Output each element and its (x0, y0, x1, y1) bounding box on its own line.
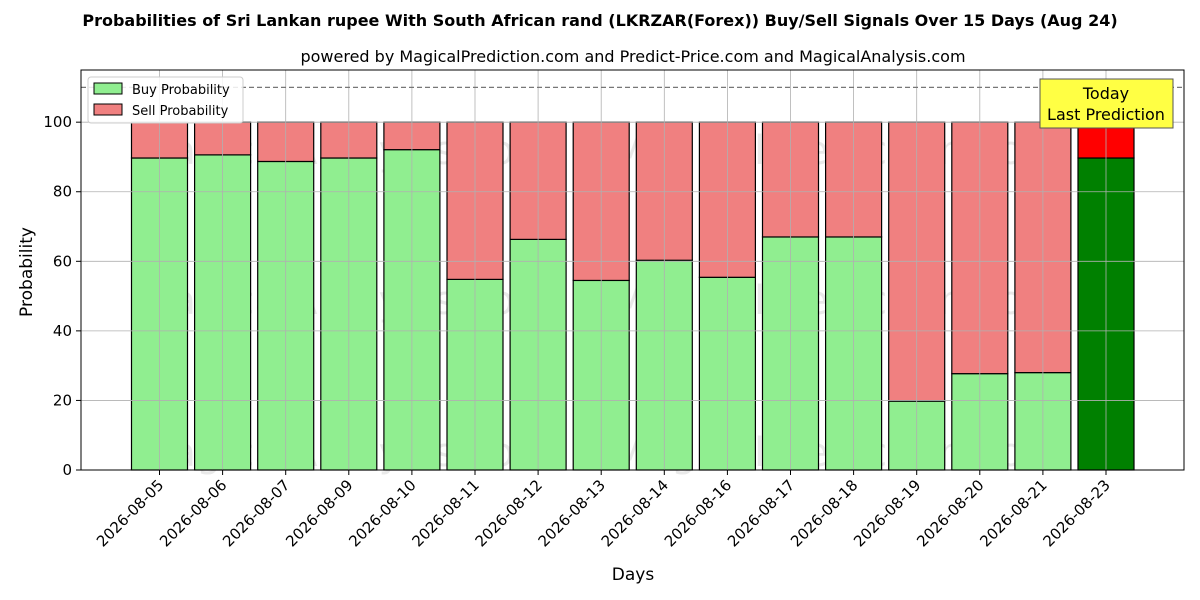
y-tick-label: 80 (53, 183, 72, 201)
y-tick-label: 0 (62, 461, 72, 479)
x-tick-label: 2026-08-21 (976, 476, 1050, 550)
y-tick-label: 100 (43, 113, 72, 131)
y-axis-label: Probability (17, 227, 37, 317)
x-tick-label: 2026-08-06 (156, 476, 230, 550)
x-axis-label: Days (612, 565, 655, 585)
x-tick-label: 2026-08-23 (1039, 476, 1113, 550)
y-tick-label: 60 (53, 252, 72, 270)
x-tick-label: 2026-08-16 (661, 476, 735, 550)
today-annotation: Today Last Prediction (1039, 78, 1174, 129)
y-tick-label: 40 (53, 322, 72, 340)
chart-title: Probabilities of Sri Lankan rupee With S… (82, 11, 1117, 30)
x-tick-label: 2026-08-17 (724, 476, 798, 550)
today-annotation-line2: Last Prediction (1047, 105, 1165, 124)
legend-swatch-buy (93, 82, 123, 95)
y-tick-label: 20 (53, 391, 72, 409)
x-tick-label: 2026-08-10 (345, 476, 419, 550)
x-tick-label: 2026-08-12 (472, 476, 546, 550)
x-tick-label: 2026-08-05 (93, 476, 167, 550)
legend: Buy Probability Sell Probability (87, 76, 244, 124)
x-tick-label: 2026-08-11 (408, 476, 482, 550)
legend-box (87, 76, 244, 124)
today-annotation-box (1039, 78, 1174, 129)
today-annotation-line1: Today (1082, 84, 1129, 103)
legend-swatch-sell (93, 103, 123, 116)
x-tick-label: 2026-08-19 (850, 476, 924, 550)
legend-label-sell: Sell Probability (132, 104, 229, 119)
plot-frame (80, 69, 1185, 471)
x-tick-label: 2026-08-07 (219, 476, 293, 550)
legend-label-buy: Buy Probability (132, 83, 230, 98)
x-tick-label: 2026-08-09 (282, 476, 356, 550)
chart-subtitle: powered by MagicalPrediction.com and Pre… (300, 47, 965, 66)
x-tick-label: 2026-08-18 (787, 476, 861, 550)
x-tick-label: 2026-08-14 (598, 476, 672, 550)
x-tick-label: 2026-08-20 (913, 476, 987, 550)
x-tick-label: 2026-08-13 (535, 476, 609, 550)
plot-area: MagicalAnalysis.comMagicalPrediction.com… (43, 69, 1185, 550)
